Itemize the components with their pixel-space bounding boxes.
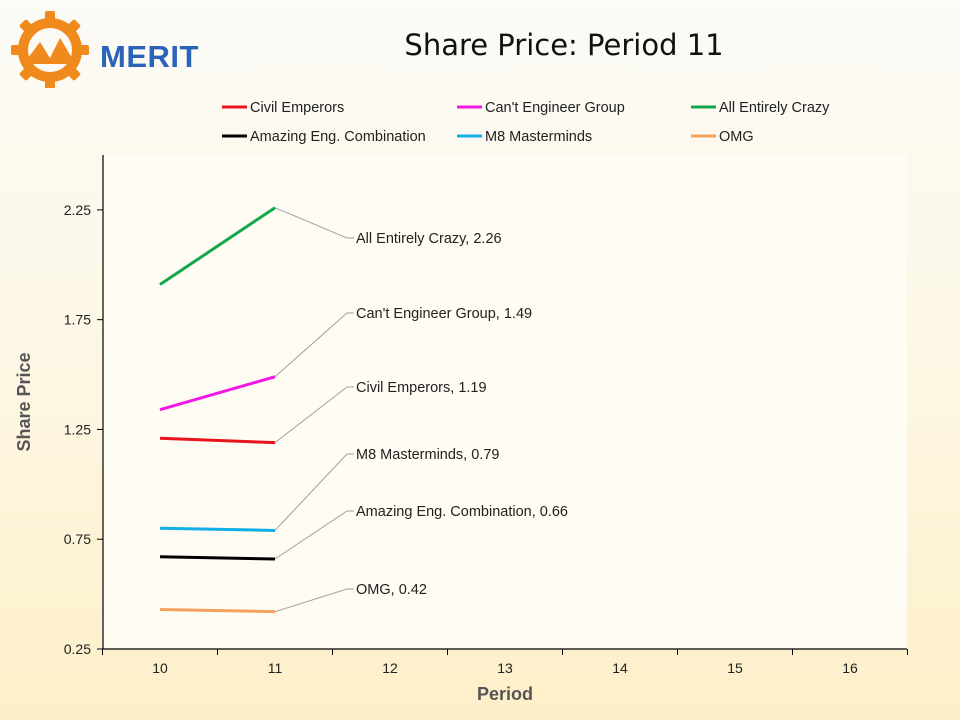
plot-area — [103, 155, 907, 649]
x-tick-label: 13 — [497, 660, 513, 676]
x-tick-label: 10 — [152, 660, 168, 676]
x-tick-label: 12 — [382, 660, 398, 676]
y-tick-label: 1.75 — [64, 312, 91, 328]
x-tick-label: 15 — [727, 660, 743, 676]
data-label: M8 Masterminds, 0.79 — [356, 447, 499, 463]
y-tick-label: 0.25 — [64, 641, 91, 657]
gear-logo-icon — [11, 11, 89, 89]
series-line — [159, 526, 276, 532]
series-line — [159, 375, 276, 412]
series-lines — [159, 206, 276, 614]
y-tick-label: 2.25 — [64, 202, 91, 218]
merit-logo: MERIT — [8, 8, 198, 89]
legend-label: Amazing Eng. Combination — [250, 129, 426, 145]
data-label: Civil Emperors, 1.19 — [356, 380, 487, 396]
legend-label: All Entirely Crazy — [719, 100, 830, 116]
data-label: All Entirely Crazy, 2.26 — [356, 231, 502, 247]
data-label: Amazing Eng. Combination, 0.66 — [356, 504, 568, 520]
legend: Civil Emperors Can't Engineer Group All En… — [222, 100, 830, 145]
data-labels: Civil Emperors, 1.19 Can't Engineer Group… — [274, 207, 568, 613]
brand-name: MERIT — [100, 39, 199, 74]
legend-label: M8 Masterminds — [485, 129, 592, 145]
legend-label: Civil Emperors — [250, 100, 344, 116]
leader-line — [274, 386, 354, 444]
x-tick-label: 14 — [612, 660, 628, 676]
x-tick-label: 11 — [268, 660, 283, 676]
legend-label: OMG — [719, 129, 754, 145]
series-line — [159, 436, 276, 445]
y-tick-label: 0.75 — [64, 531, 91, 547]
leader-line — [274, 453, 354, 531]
chart-title: Share Price: Period 11 — [404, 28, 724, 62]
leader-line — [274, 588, 354, 613]
leader-line — [274, 510, 354, 560]
data-label: OMG, 0.42 — [356, 582, 427, 598]
series-line — [159, 555, 276, 561]
series-line — [159, 206, 276, 286]
legend-label: Can't Engineer Group — [485, 100, 625, 116]
axes: 0.25 0.75 1.25 1.75 2.25 10 11 12 13 14 15 16 — [64, 155, 908, 676]
data-label: Can't Engineer Group, 1.49 — [356, 306, 532, 322]
leader-line — [274, 312, 354, 378]
y-tick-label: 1.25 — [64, 421, 91, 437]
x-tick-label: 16 — [842, 660, 858, 676]
x-axis-title: Period — [477, 684, 533, 704]
y-axis-title: Share Price — [14, 352, 34, 451]
series-line — [159, 607, 276, 614]
leader-line — [274, 207, 354, 239]
